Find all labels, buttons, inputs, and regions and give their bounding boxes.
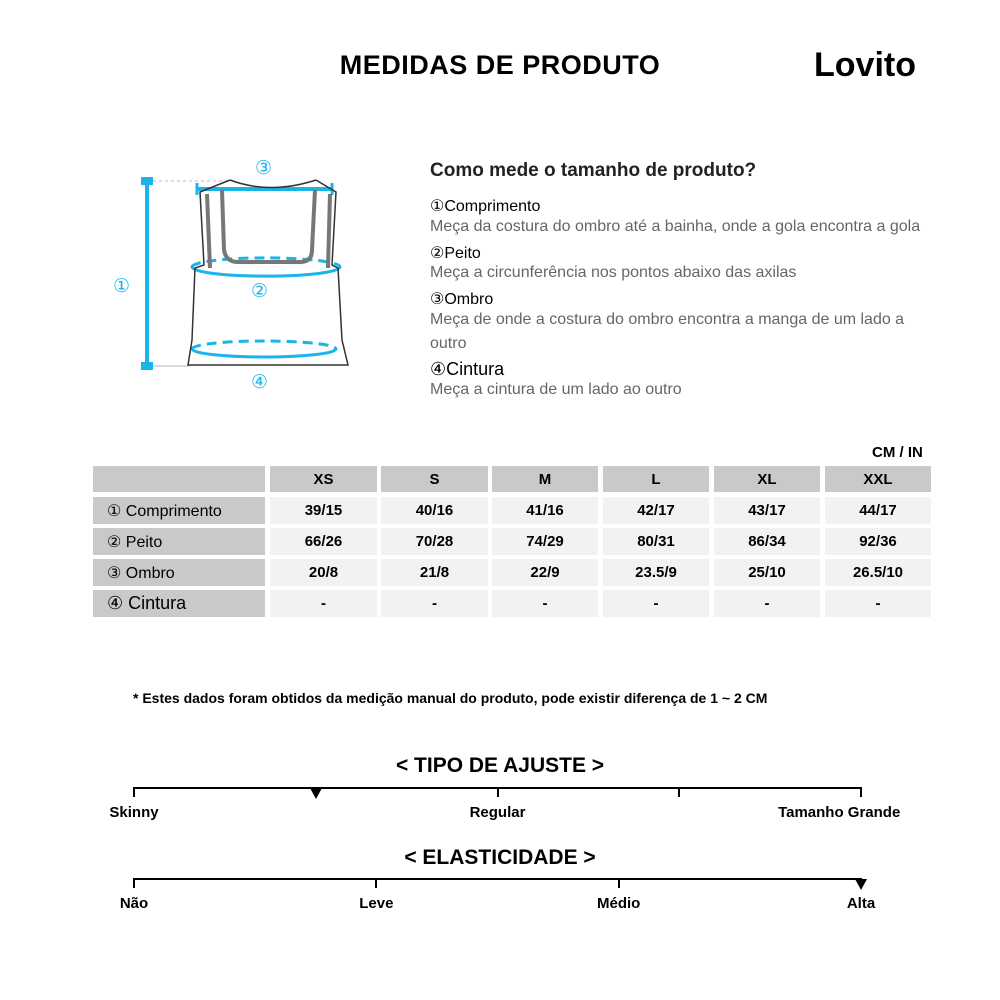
scale-label: Tamanho Grande (778, 804, 901, 821)
table-cell: 66/26 (270, 528, 377, 555)
unit-label: CM / IN (872, 444, 923, 461)
table-cell: 41/16 (492, 497, 598, 524)
size-header: M (492, 466, 598, 492)
table-cell: 42/17 (603, 497, 709, 524)
scale-tick (375, 878, 378, 888)
measurement-note: * Estes dados foram obtidos da medição m… (133, 690, 768, 706)
table-cell: 74/29 (492, 528, 598, 555)
table-cell: - (270, 590, 377, 617)
table-cell: 80/31 (603, 528, 709, 555)
scale-tick (133, 878, 135, 888)
table-cell: 70/28 (381, 528, 488, 555)
howto-heading: Como mede o tamanho de produto? (430, 160, 757, 181)
row-label: ③ Ombro (93, 559, 265, 586)
size-header: S (381, 466, 488, 492)
brand-logo: Lovito (814, 46, 916, 84)
scale-label: Leve (359, 895, 394, 912)
elasticity-title: < ELASTICIDADE > (404, 846, 596, 869)
row-label: ④ Cintura (93, 590, 265, 617)
marker-4: ④ (251, 371, 268, 393)
table-cell: 86/34 (714, 528, 820, 555)
table-cell: 43/17 (714, 497, 820, 524)
scale-marker-icon (855, 879, 867, 890)
table-cell: 40/16 (381, 497, 488, 524)
scale-tick (133, 787, 135, 797)
table-cell: - (825, 590, 931, 617)
size-header: XL (714, 466, 820, 492)
table-cell: 44/17 (825, 497, 931, 524)
marker-3: ③ (255, 157, 272, 179)
scale-tick (860, 787, 862, 797)
table-cell: 39/15 (270, 497, 377, 524)
table-cell: - (714, 590, 820, 617)
howto-label: ②Peito (430, 245, 481, 262)
marker-2: ② (251, 280, 268, 302)
size-header: L (603, 466, 709, 492)
table-cell: - (603, 590, 709, 617)
table-cell: 26.5/10 (825, 559, 931, 586)
scale-marker-icon (309, 788, 322, 799)
table-cell: 25/10 (714, 559, 820, 586)
howto-label: ①Comprimento (430, 198, 541, 215)
scale-tick (617, 878, 620, 888)
marker-1: ① (113, 275, 130, 297)
scale-tick (496, 787, 499, 797)
table-cell: 20/8 (270, 559, 377, 586)
size-header: XS (270, 466, 377, 492)
howto-desc: Meça a circunferência nos pontos abaixo … (430, 264, 797, 281)
scale-label: Alta (846, 895, 876, 912)
scale-label: Skinny (109, 804, 159, 821)
howto-desc: Meça a cintura de um lado ao outro (430, 381, 682, 398)
scale-label: Regular (469, 804, 526, 821)
table-cell: - (492, 590, 598, 617)
scale-label: Médio (596, 895, 641, 912)
howto-desc: Meça de onde a costura do ombro encontra… (430, 311, 905, 352)
table-header-corner (93, 466, 265, 492)
tank-top-diagram: ③ ① ② ④ (113, 157, 349, 393)
table-cell: 23.5/9 (603, 559, 709, 586)
page-title: MEDIDAS DE PRODUTO (339, 50, 661, 80)
howto-label: ③Ombro (430, 291, 494, 308)
howto-desc: Meça da costura do ombro até a bainha, o… (430, 218, 921, 235)
scale-line (134, 878, 861, 880)
scale-tick (678, 787, 681, 797)
table-cell: 92/36 (825, 528, 931, 555)
howto-label: ④Cintura (430, 359, 505, 379)
table-cell: 21/8 (381, 559, 488, 586)
row-label: ① Comprimento (93, 497, 265, 524)
size-header: XXL (825, 466, 931, 492)
row-label: ② Peito (93, 528, 265, 555)
fit-title: < TIPO DE AJUSTE > (395, 754, 605, 777)
scale-label: Não (119, 895, 149, 912)
table-cell: - (381, 590, 488, 617)
table-cell: 22/9 (492, 559, 598, 586)
